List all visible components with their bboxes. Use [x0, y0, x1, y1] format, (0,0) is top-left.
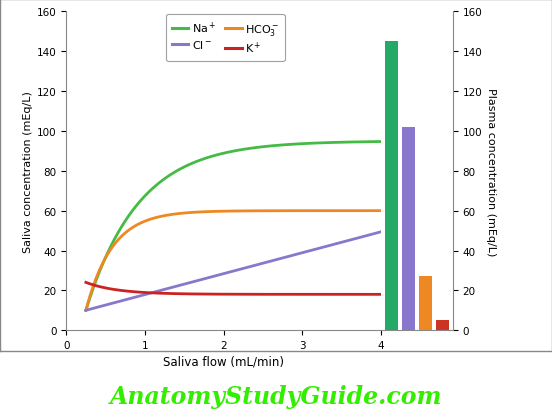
Bar	[419, 277, 432, 330]
X-axis label: Saliva flow (mL/min): Saliva flow (mL/min)	[163, 354, 284, 367]
Y-axis label: Saliva concentration (mEq/L): Saliva concentration (mEq/L)	[23, 90, 33, 252]
Bar	[402, 128, 415, 330]
Bar	[436, 320, 449, 330]
Bar	[385, 42, 397, 330]
Y-axis label: Plasma concentration (mEq/L): Plasma concentration (mEq/L)	[486, 88, 496, 255]
Text: AnatomyStudyGuide.com: AnatomyStudyGuide.com	[110, 385, 442, 408]
Legend: Na$^+$, Cl$^-$, HCO$_3^-$, K$^+$: Na$^+$, Cl$^-$, HCO$_3^-$, K$^+$	[166, 15, 285, 62]
